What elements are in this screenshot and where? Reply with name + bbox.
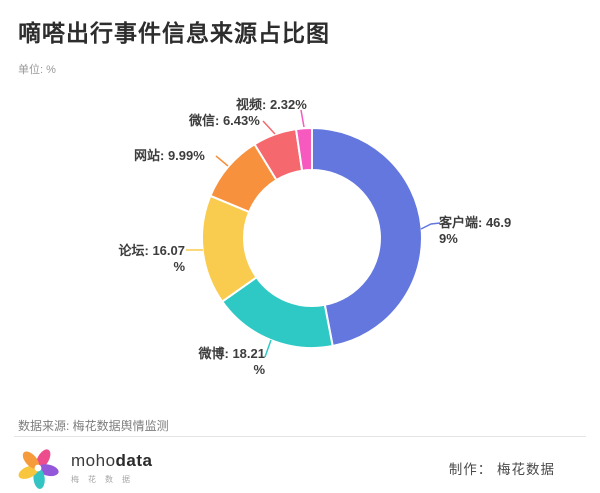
brand-subtitle: 梅花数据 [71, 475, 139, 484]
chart-title: 嘀嗒出行事件信息来源占比图 [18, 20, 330, 46]
slice-label-line: 微信: 6.43% [189, 113, 260, 128]
pinwheel-icon [18, 449, 59, 489]
slice-label-line: 视频: 2.32% [236, 97, 307, 112]
pie-slice-视频[interactable] [295, 127, 313, 172]
slice-label-line: 网站: 9.99% [134, 148, 205, 163]
brand-wordmark: mohodata 梅花数据 [71, 451, 153, 485]
slice-label-wechat: 微信: 6.43% [189, 113, 260, 129]
brand-name-regular: moho [71, 451, 116, 470]
pie-slice-客户端[interactable] [311, 127, 423, 348]
slice-label-line: 9% [439, 231, 458, 246]
unit-label: 单位: % [18, 64, 56, 76]
slice-label-line: % [253, 362, 265, 377]
slice-label-line: 论坛: 16.07 [118, 243, 185, 258]
slice-label-line: 微博: 18.21 [198, 346, 265, 361]
data-source-label: 数据来源: 梅花数据舆情监测 [18, 419, 169, 433]
slice-label-weibo: 微博: 18.21 % [175, 346, 265, 378]
label-line-微博 [264, 339, 272, 358]
label-line-网站 [215, 155, 229, 167]
label-line-视频 [300, 109, 305, 128]
brand-name-bold: data [115, 451, 153, 470]
slice-label-video: 视频: 2.32% [236, 97, 307, 113]
label-line-客户端 [420, 222, 441, 230]
credit-label: 制作： 梅花数据 [448, 462, 555, 477]
slice-label-line: 客户端: 46.9 [439, 215, 512, 230]
slice-label-forum: 论坛: 16.07 % [95, 243, 185, 275]
slice-label-website: 网站: 9.99% [134, 148, 205, 164]
brand-logo: mohodata 梅花数据 [16, 446, 153, 490]
slice-label-line: % [173, 259, 185, 274]
slice-label-client: 客户端: 46.9 9% [439, 215, 511, 247]
footer-divider [14, 436, 586, 437]
label-line-微信 [262, 120, 276, 135]
